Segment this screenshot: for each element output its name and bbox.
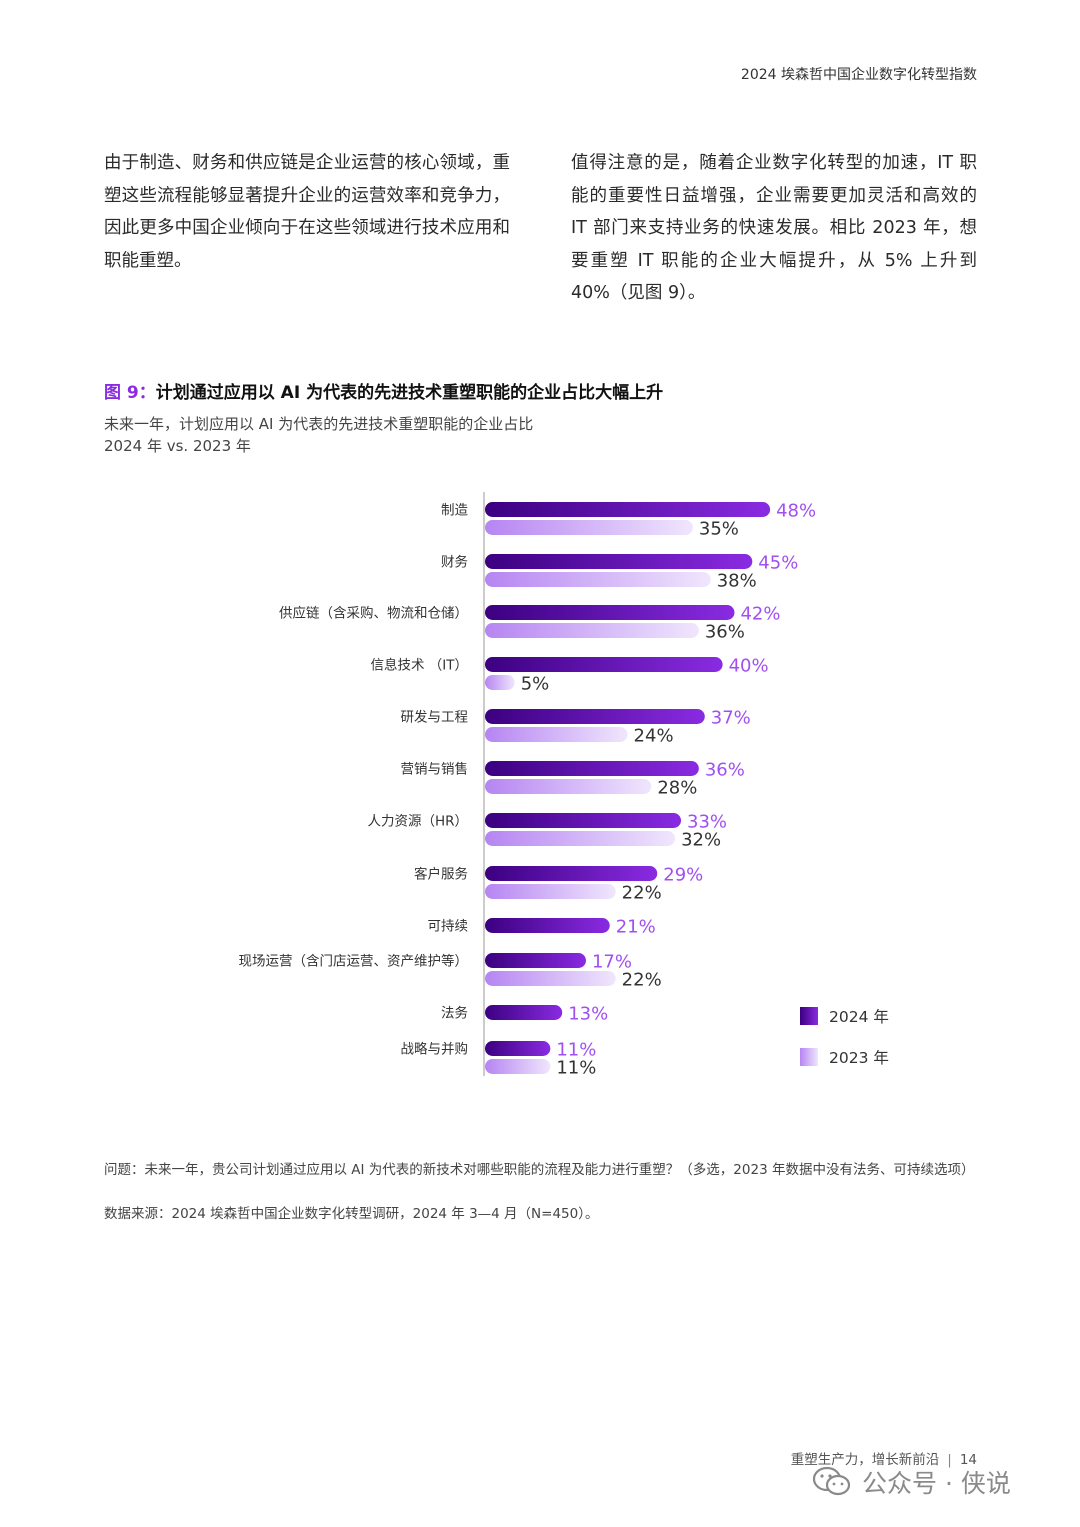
value-label-2024: 45% <box>758 553 798 574</box>
category-label: 财务 <box>441 555 468 571</box>
bar-2024 <box>485 554 753 569</box>
category-label: 战略与并购 <box>401 1042 469 1058</box>
survey-question-note: 问题：未来一年，贵公司计划通过应用以 AI 为代表的新技术对哪些职能的流程及能力… <box>104 1162 975 1178</box>
figure-subtitle: 未来一年，计划应用以 AI 为代表的先进技术重塑职能的企业占比 <box>104 415 534 433</box>
legend-label-2024: 2024 年 <box>829 1008 889 1026</box>
wechat-icon <box>812 1466 851 1496</box>
footer-title: 重塑生产力，增长新前沿 <box>790 1452 940 1468</box>
bar-2024 <box>485 657 723 672</box>
bar-2023 <box>485 727 628 742</box>
value-label-2023: 11% <box>556 1058 596 1079</box>
legend-swatch-2023 <box>800 1048 818 1066</box>
figure-title: 图 9：计划通过应用以 AI 为代表的先进技术重塑职能的企业占比大幅上升 <box>104 378 663 403</box>
wechat-watermark: 公众号 · 侠说 <box>812 1464 1011 1500</box>
bar-2024 <box>485 1041 551 1056</box>
value-label-2023: 35% <box>699 519 739 540</box>
legend-item-2023: 2023 年 <box>800 1046 889 1068</box>
bar-2023 <box>485 675 515 690</box>
figure-title-text: 计划通过应用以 AI 为代表的先进技术重塑职能的企业占比大幅上升 <box>155 383 664 403</box>
legend-label-2023: 2023 年 <box>829 1049 889 1067</box>
category-label: 供应链（含采购、物流和仓储） <box>279 605 468 622</box>
bar-chart: 制造 48%35%财务 45%38%供应链（含采购、物流和仓储） 42%36%信息技术… <box>239 492 816 1079</box>
value-label-2024: 37% <box>711 708 751 729</box>
bar-2023 <box>485 572 711 587</box>
value-label-2023: 5% <box>521 674 550 695</box>
value-label-2024: 48% <box>776 501 816 522</box>
bar-2024 <box>485 813 682 828</box>
bar-2024 <box>485 709 705 724</box>
category-label: 现场运营（含门店运营、资产维护等） <box>239 953 469 970</box>
category-label: 法务 <box>441 1006 468 1022</box>
footer-divider: | <box>947 1452 952 1468</box>
legend-swatch-2024 <box>800 1007 818 1025</box>
value-label-2023: 36% <box>705 622 745 643</box>
figure-number: 图 9： <box>104 383 156 403</box>
bar-2023 <box>485 1059 551 1074</box>
bar-2023 <box>485 520 693 535</box>
data-source-note: 数据来源：2024 埃森哲中国企业数字化转型调研，2024 年 3—4 月（N=… <box>104 1206 599 1222</box>
page-footer: 重塑生产力，增长新前沿 | 14 <box>791 1448 977 1468</box>
category-label: 客户服务 <box>414 866 468 883</box>
value-label-2023: 24% <box>634 726 674 747</box>
bar-2024 <box>485 502 771 517</box>
category-label: 营销与销售 <box>401 762 469 778</box>
body-paragraph-left: 由于制造、财务和供应链是企业运营的核心领域，重塑这些流程能够显著提升企业的运营效… <box>104 153 510 271</box>
category-label: 研发与工程 <box>401 710 469 726</box>
bar-2023 <box>485 831 676 846</box>
value-label-2024: 17% <box>592 952 632 973</box>
bar-2024 <box>485 761 699 776</box>
value-label-2024: 13% <box>568 1004 608 1025</box>
report-header-title: 2024 埃森哲中国企业数字化转型指数 <box>740 67 977 83</box>
bar-2024 <box>485 605 735 620</box>
value-label-2023: 22% <box>622 970 662 991</box>
figure-subtitle-years: 2024 年 vs. 2023 年 <box>104 437 251 455</box>
value-label-2024: 11% <box>556 1040 596 1061</box>
body-paragraph-right: 值得注意的是，随着企业数字化转型的加速，IT 职能的重要性日益增强，企业需要更加… <box>571 153 977 303</box>
bar-2024 <box>485 866 658 881</box>
bar-2024 <box>485 1005 563 1020</box>
value-label-2024: 36% <box>705 760 745 781</box>
legend-item-2024: 2024 年 <box>800 1005 889 1027</box>
bar-2023 <box>485 971 616 986</box>
category-label: 信息技术 （IT） <box>370 657 468 674</box>
value-label-2024: 21% <box>616 917 656 938</box>
page-number: 14 <box>959 1452 977 1468</box>
value-label-2023: 32% <box>681 830 721 851</box>
category-label: 制造 <box>441 503 468 519</box>
value-label-2024: 40% <box>729 656 769 677</box>
bar-2024 <box>485 918 610 933</box>
bar-2024 <box>485 953 586 968</box>
value-label-2023: 22% <box>622 883 662 904</box>
category-label: 可持续 <box>428 919 469 935</box>
value-label-2024: 42% <box>740 604 780 625</box>
bar-2023 <box>485 884 616 899</box>
value-label-2024: 33% <box>687 812 727 833</box>
bar-2023 <box>485 623 699 638</box>
watermark-text: 公众号 · 侠说 <box>862 1469 1011 1498</box>
category-label: 人力资源（HR） <box>367 814 468 830</box>
value-label-2023: 38% <box>717 571 757 592</box>
value-label-2023: 28% <box>657 778 697 799</box>
bar-2023 <box>485 779 652 794</box>
value-label-2024: 29% <box>663 865 703 886</box>
